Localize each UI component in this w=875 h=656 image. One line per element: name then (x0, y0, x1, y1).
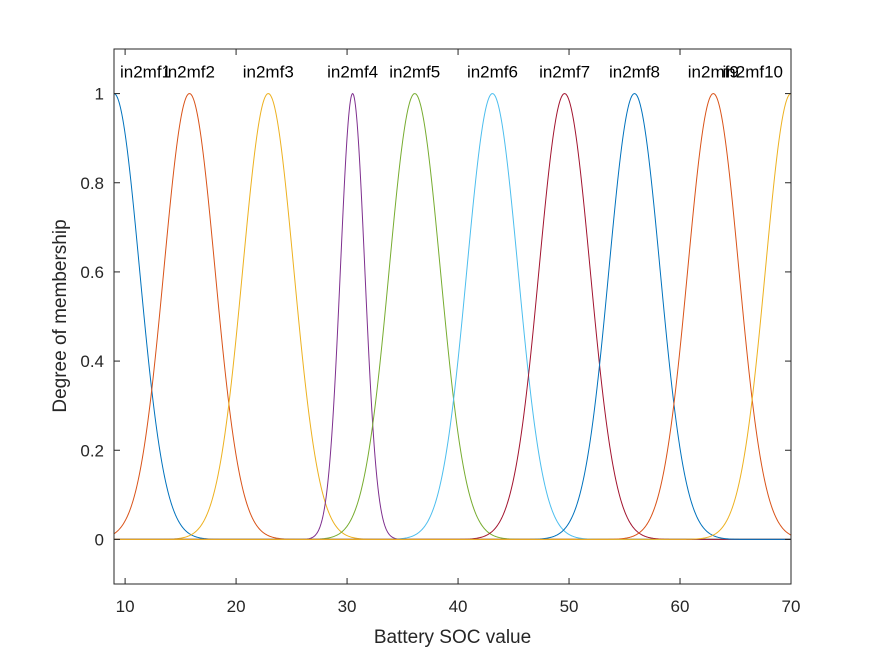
mf-label-in2mf6: in2mf6 (467, 63, 518, 82)
y-tick-label: 0.4 (80, 352, 104, 371)
y-tick-label: 1 (95, 85, 104, 104)
x-axis-title: Battery SOC value (374, 627, 531, 648)
ticks-layer: 10 20 30 40 50 60 70 0 0.2 0.4 0.6 0.8 1 (80, 49, 800, 616)
y-tick-label: 0.2 (80, 441, 104, 460)
y-tick-label: 0.6 (80, 263, 104, 282)
y-axis-title: Degree of membership (50, 219, 71, 412)
series-line-in2mf10 (114, 93, 792, 540)
mf-label-in2mf5: in2mf5 (389, 63, 440, 82)
mf-label-in2mf2: in2mf2 (164, 63, 215, 82)
mf-label-in2mf3: in2mf3 (243, 63, 294, 82)
x-tick-label: 40 (449, 597, 468, 616)
mf-label-in2mf9: in2mf9 (688, 63, 739, 82)
x-tick-label: 70 (782, 597, 801, 616)
x-tick-label: 10 (116, 597, 135, 616)
mf-label-in2mf4: in2mf4 (327, 63, 378, 82)
axes-box (113, 48, 792, 585)
mf-label-in2mf1: in2mf1 (120, 63, 171, 82)
x-tick-label: 50 (560, 597, 579, 616)
x-tick-label: 30 (338, 597, 357, 616)
y-tick-label: 0 (95, 530, 104, 549)
mf-label-in2mf10: in2mf10 (723, 63, 783, 82)
plot-area (114, 49, 791, 584)
mf-label-in2mf7: in2mf7 (539, 63, 590, 82)
mf-label-in2mf8: in2mf8 (609, 63, 660, 82)
x-tick-label: 60 (671, 597, 690, 616)
curves-layer (113, 92, 792, 540)
y-tick-label: 0.8 (80, 174, 104, 193)
x-tick-label: 20 (227, 597, 246, 616)
